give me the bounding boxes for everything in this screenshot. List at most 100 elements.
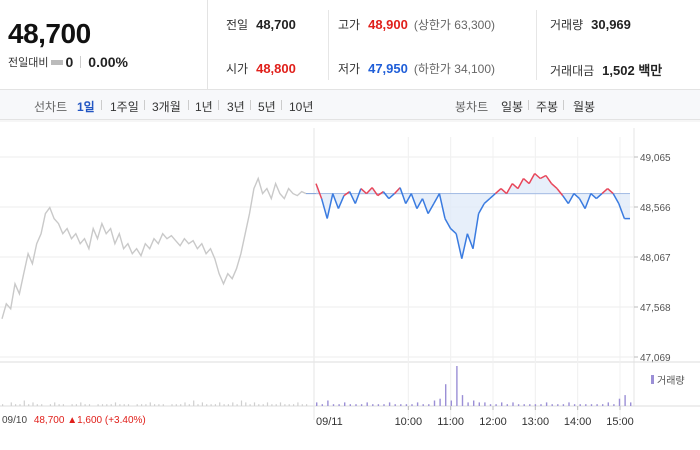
divider xyxy=(101,100,102,110)
volume-bar xyxy=(562,404,565,406)
volume-bar xyxy=(512,402,514,406)
tab-1y[interactable]: 1년 xyxy=(195,100,213,114)
stat-amount: 거래대금 1,502 백만 xyxy=(550,60,662,79)
price-segment-up xyxy=(500,188,508,195)
volume-bar xyxy=(149,402,151,406)
divider xyxy=(188,100,189,110)
prev-day-summary: 09/10 48,700 ▲1,600 (+3.40%) xyxy=(2,415,146,426)
volume-bar xyxy=(596,404,598,406)
volume-bar xyxy=(411,404,413,406)
volume-bar xyxy=(41,404,43,406)
intraday-price-chart[interactable]: 49,065 48,566 48,067 47,568 47,069 10:00 11:00… xyxy=(0,120,700,450)
price-segment-up xyxy=(517,178,525,189)
divider xyxy=(536,10,537,80)
y-tick-label: 48,566 xyxy=(640,203,671,214)
volume-bar xyxy=(360,404,363,406)
volume-bar xyxy=(545,402,548,406)
tab-3y[interactable]: 3년 xyxy=(227,100,245,114)
volume-bar xyxy=(557,404,559,406)
y-tick-label: 47,568 xyxy=(640,303,671,314)
volume-bar xyxy=(275,404,277,406)
volume-bar xyxy=(2,404,4,406)
volume-bar xyxy=(590,404,593,406)
tab-10y[interactable]: 10년 xyxy=(289,100,314,114)
volume-bar xyxy=(607,402,609,406)
price-segment-down xyxy=(584,193,592,209)
volume-bar xyxy=(206,404,208,406)
volume-legend-swatch xyxy=(651,375,654,384)
volume-bar xyxy=(119,404,121,406)
volume-bar xyxy=(214,404,216,406)
volume-bar xyxy=(245,402,247,406)
divider xyxy=(144,100,145,110)
price-segment-down xyxy=(567,193,575,204)
volume-bar xyxy=(193,400,195,406)
price-area-fill xyxy=(316,173,630,259)
change-label: 전일대비 xyxy=(8,57,49,69)
tab-3m[interactable]: 3개월 xyxy=(152,100,181,114)
volume-bar xyxy=(258,404,260,406)
price-segment-up xyxy=(601,188,609,195)
stat-value: 48,800 xyxy=(256,61,296,76)
x-tick-label: 12:00 xyxy=(479,416,507,428)
volume-bar xyxy=(75,404,77,406)
tab-daily-candle[interactable]: 일봉 xyxy=(501,100,524,114)
price-segment-up xyxy=(545,175,553,185)
volume-bar xyxy=(80,402,82,406)
volume-bar xyxy=(180,404,182,406)
volume-bar xyxy=(445,384,447,406)
volume-bar xyxy=(62,404,64,406)
tab-1d[interactable]: 1일 xyxy=(77,100,95,114)
tab-monthly-candle[interactable]: 월봉 xyxy=(573,100,596,114)
volume-bar xyxy=(306,404,308,406)
volume-bar xyxy=(394,404,396,406)
stat-value: 30,969 xyxy=(591,17,631,32)
volume-bar xyxy=(232,402,234,406)
x-tick-label: 14:00 xyxy=(564,416,592,428)
y-tick-label: 49,065 xyxy=(640,153,671,164)
volume-bar xyxy=(110,404,112,406)
stat-open: 시가 48,800 xyxy=(226,60,296,77)
volume-bar xyxy=(321,404,323,406)
volume-bar xyxy=(568,402,570,406)
volume-bar xyxy=(106,404,108,406)
volume-bar xyxy=(613,404,615,406)
volume-bar xyxy=(495,404,497,406)
y-tick-label: 48,067 xyxy=(640,253,671,264)
stat-label: 전일 xyxy=(226,18,249,32)
volume-bar xyxy=(501,402,503,406)
volume-bar xyxy=(489,404,492,406)
volume-bar xyxy=(344,402,346,406)
price-segment-down xyxy=(326,193,334,219)
price-segment-down xyxy=(421,198,429,214)
price-segment-down xyxy=(618,203,626,219)
tab-weekly-candle[interactable]: 주봉 xyxy=(536,100,559,114)
volume-bar xyxy=(123,404,125,406)
volume-bar xyxy=(227,404,229,406)
volume-bar xyxy=(579,404,581,406)
y-tick-label: 47,069 xyxy=(640,353,671,364)
x-tick-label: 15:00 xyxy=(606,416,634,428)
price-segment-down xyxy=(455,233,463,259)
volume-bar xyxy=(618,398,621,406)
flat-change-icon xyxy=(51,59,64,65)
volume-bar xyxy=(372,404,374,406)
divider xyxy=(328,10,329,80)
price-segment-up xyxy=(393,187,401,195)
volume-bar xyxy=(624,395,626,406)
volume-bar xyxy=(461,395,464,406)
x-tick-label: 10:00 xyxy=(395,416,423,428)
volume-bar xyxy=(484,402,486,406)
x-date-label: 09/11 xyxy=(316,416,343,428)
stat-label: 시가 xyxy=(226,62,249,76)
tab-1w[interactable]: 1주일 xyxy=(110,100,139,114)
volume-bar xyxy=(288,404,290,406)
volume-bar xyxy=(327,400,329,406)
price-segment-up xyxy=(511,183,519,190)
price-segment-down xyxy=(410,193,418,209)
volume-bar xyxy=(534,404,537,406)
chart-period-tabbar: 선차트 1일 1주일 3개월 1년 3년 5년 10년 봉차트 일봉 주봉 월봉 xyxy=(0,90,700,120)
volume-bar xyxy=(523,404,525,406)
volume-bar xyxy=(529,404,531,406)
tab-5y[interactable]: 5년 xyxy=(258,100,276,114)
